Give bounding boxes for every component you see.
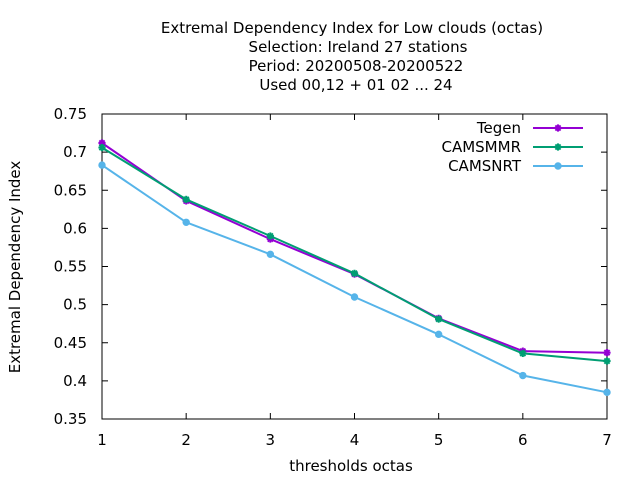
x-tick-label: 7 xyxy=(602,431,612,449)
y-tick-label: 0.45 xyxy=(54,334,87,352)
y-tick-label: 0.5 xyxy=(63,296,87,314)
series-tegen xyxy=(98,139,611,357)
series-line-tegen xyxy=(101,142,608,354)
data-point xyxy=(603,349,611,357)
plot-frame xyxy=(101,113,608,420)
legend-marker xyxy=(554,143,562,151)
x-tick-label: 4 xyxy=(350,431,360,449)
data-point xyxy=(266,250,275,259)
legend-label-camsnrt: CAMSNRT xyxy=(448,157,522,175)
legend-marker xyxy=(554,124,562,132)
data-point xyxy=(435,315,443,323)
series-camsnrt xyxy=(98,161,611,397)
x-axis-label: thresholds octas xyxy=(289,457,413,475)
y-tick-label: 0.7 xyxy=(63,143,87,161)
series-layer xyxy=(98,139,611,397)
series-camsmmr xyxy=(98,143,611,365)
y-axis-label: Extremal Dependency Index xyxy=(6,161,24,374)
x-tick-label: 3 xyxy=(266,431,276,449)
x-axis: 1 2 3 4 5 6 7 xyxy=(97,114,612,449)
chart-title: Extremal Dependency Index for Low clouds… xyxy=(161,19,543,94)
legend-marker xyxy=(554,162,562,170)
data-point xyxy=(182,218,190,226)
title-line-4: Used 00,12 + 01 02 ... 24 xyxy=(259,76,452,94)
title-line-1: Extremal Dependency Index for Low clouds… xyxy=(161,19,543,37)
x-tick-label: 6 xyxy=(518,431,528,449)
title-line-2: Selection: Ireland 27 stations xyxy=(249,38,468,56)
y-tick-label: 0.65 xyxy=(54,181,87,199)
y-tick-label: 0.6 xyxy=(63,219,87,237)
data-point xyxy=(266,232,274,240)
series-line-camsnrt xyxy=(101,164,608,394)
data-point xyxy=(434,330,443,339)
data-point xyxy=(519,349,527,358)
data-point xyxy=(350,269,359,277)
data-point xyxy=(98,161,106,169)
y-tick-label: 0.55 xyxy=(54,258,87,276)
y-tick-label: 0.75 xyxy=(54,105,87,123)
legend-label-camsmmr: CAMSMMR xyxy=(441,138,521,156)
legend-label-tegen: Tegen xyxy=(476,119,521,137)
title-line-3: Period: 20200508-20200522 xyxy=(249,57,464,75)
y-tick-label: 0.35 xyxy=(54,410,87,428)
y-axis: 0.35 0.4 0.45 0.5 0.55 0.6 0.65 0.7 0.75 xyxy=(54,105,607,428)
data-point xyxy=(350,293,359,301)
x-tick-label: 1 xyxy=(97,431,107,449)
data-point xyxy=(98,143,106,152)
x-tick-label: 5 xyxy=(434,431,444,449)
series-line-camsmmr xyxy=(101,146,608,363)
data-point xyxy=(519,371,527,380)
data-point xyxy=(603,357,611,365)
data-point xyxy=(603,388,611,397)
y-tick-label: 0.4 xyxy=(63,372,87,390)
data-point xyxy=(182,195,190,203)
x-tick-label: 2 xyxy=(181,431,191,449)
